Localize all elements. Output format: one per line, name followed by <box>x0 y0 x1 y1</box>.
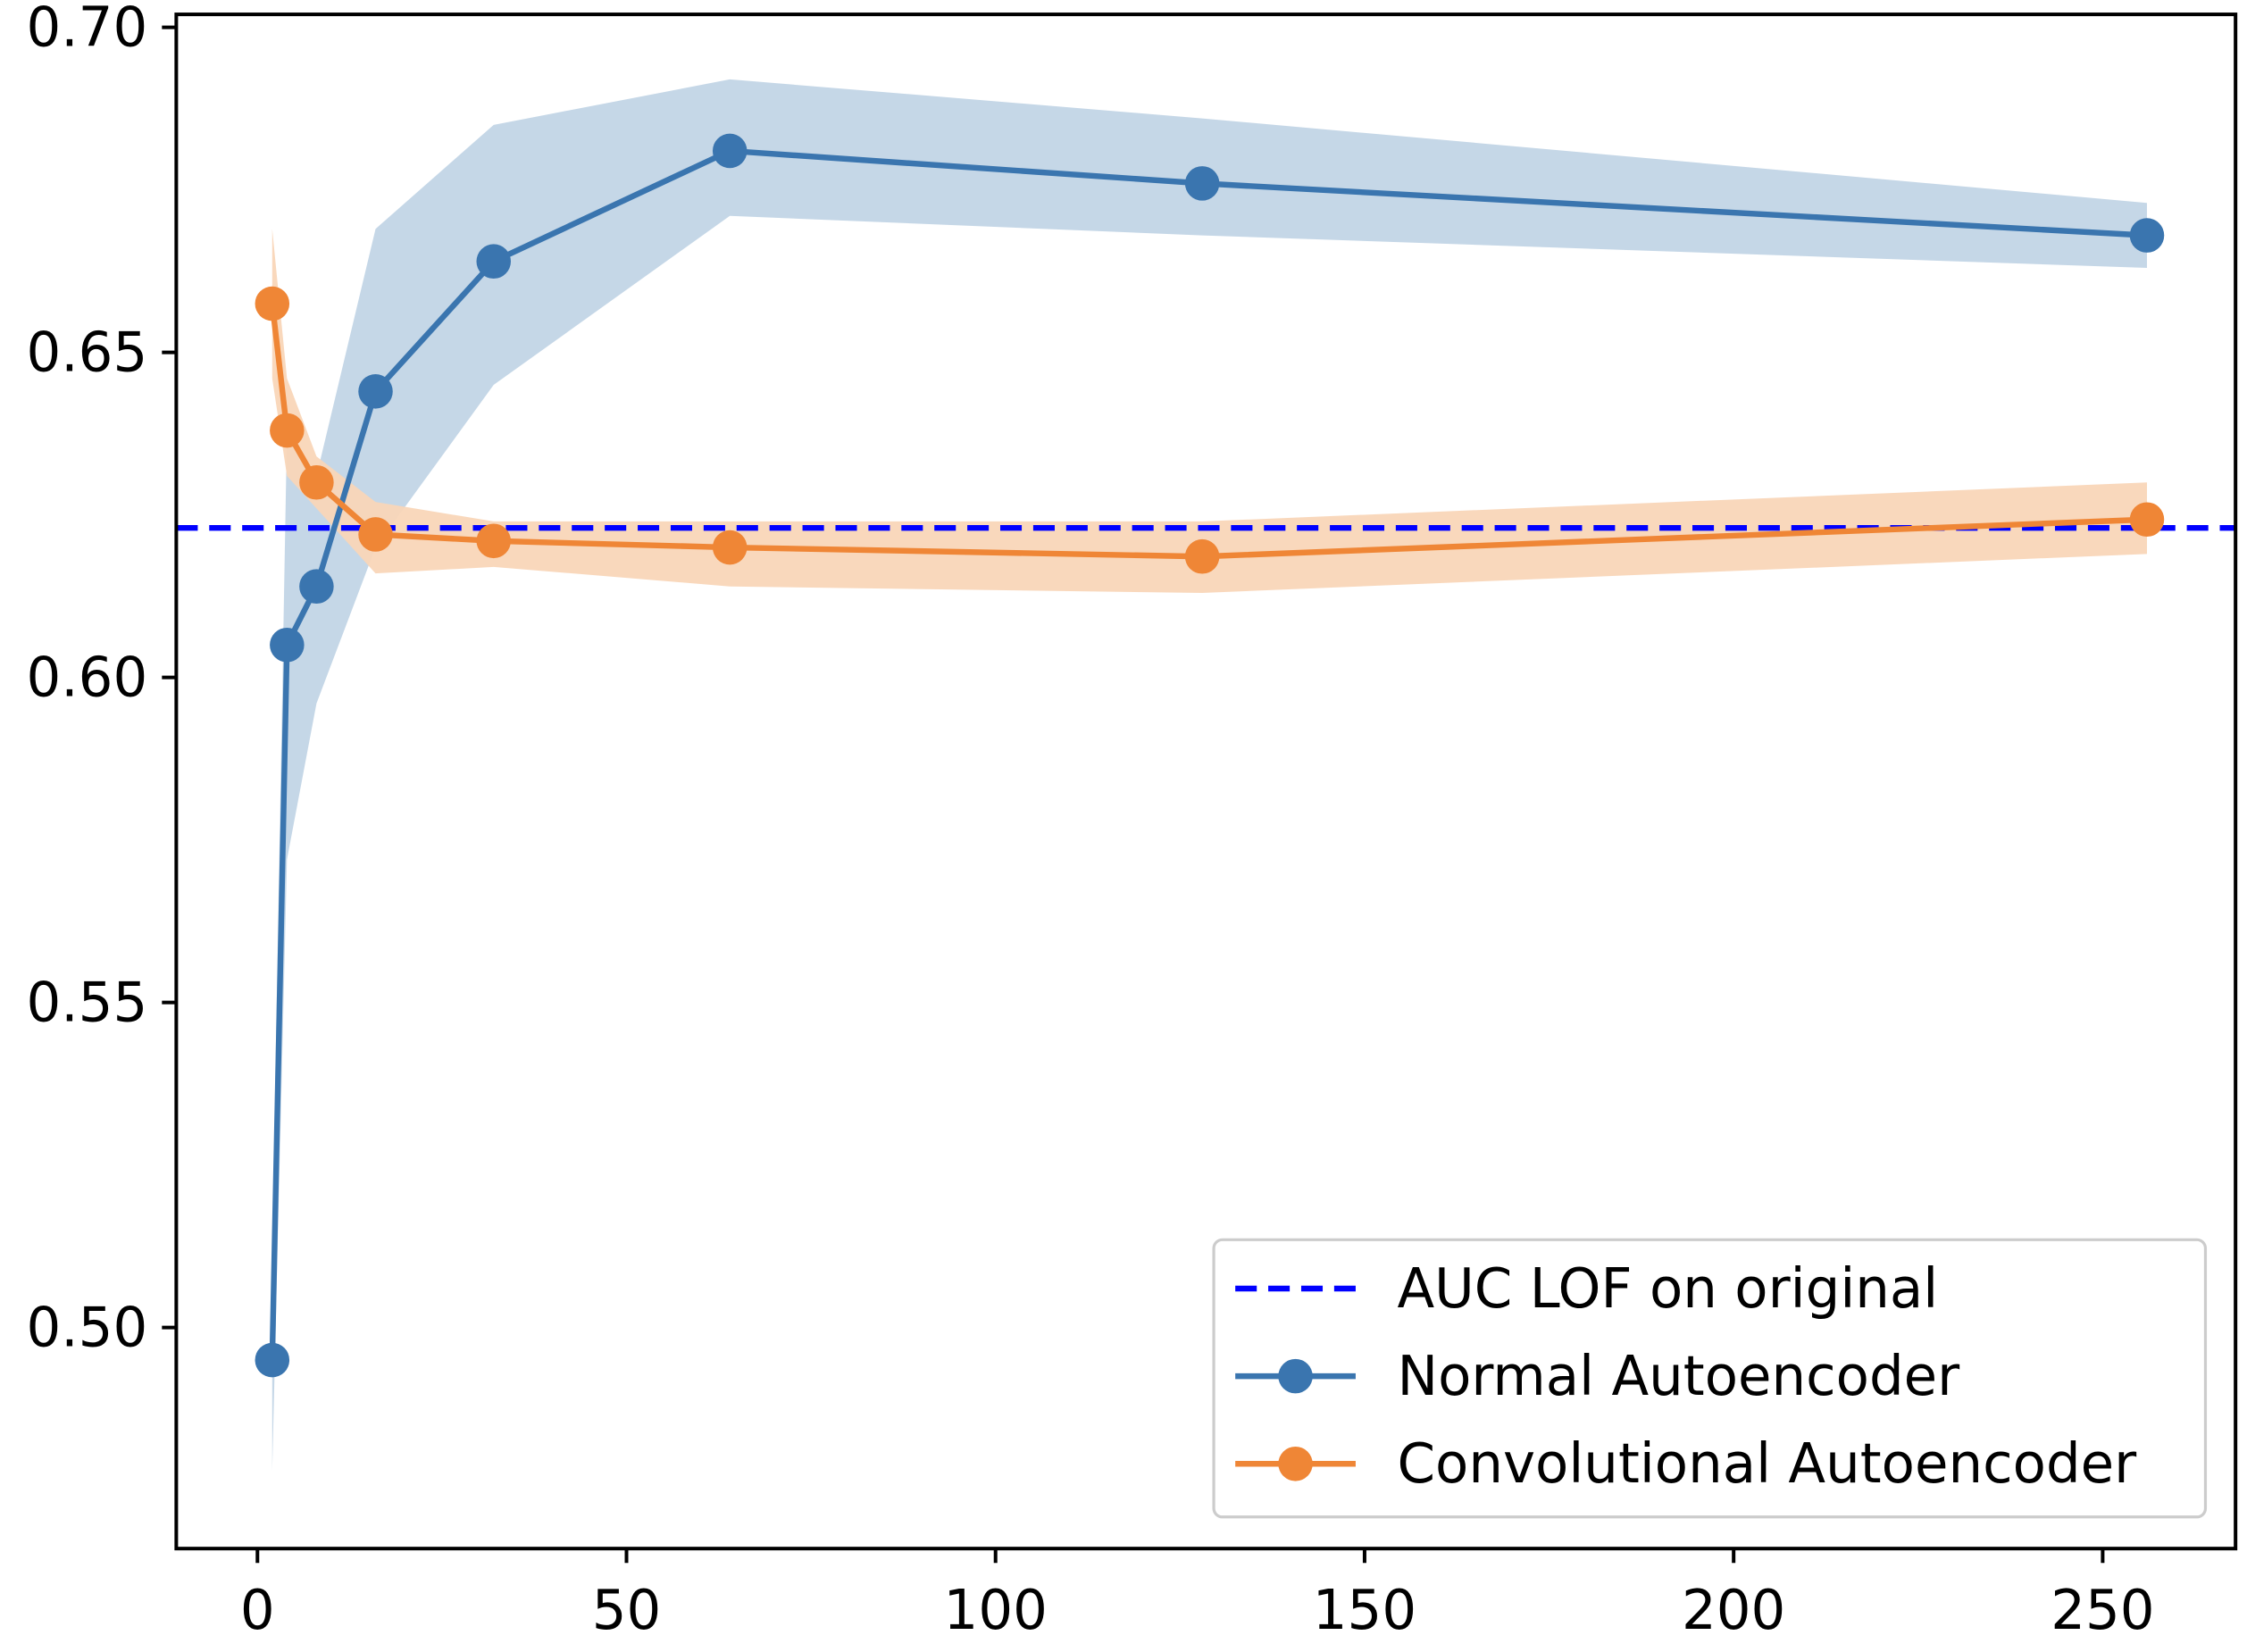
legend-label-lof: AUC LOF on original <box>1397 1257 1938 1321</box>
data-point-1-0 <box>255 286 290 321</box>
x-tick-label: 50 <box>592 1579 662 1642</box>
y-tick-label: 0.60 <box>27 646 148 709</box>
data-point-1-4 <box>476 523 511 559</box>
data-point-1-1 <box>270 413 305 448</box>
data-point-1-5 <box>712 530 748 565</box>
y-tick-label: 0.50 <box>27 1296 148 1359</box>
legend-box <box>1212 1238 2208 1519</box>
band-1 <box>271 229 2147 594</box>
data-point-0-4 <box>476 244 511 280</box>
data-point-0-3 <box>358 374 393 409</box>
x-tick-label: 200 <box>1682 1579 1785 1642</box>
data-point-0-7 <box>2129 218 2165 253</box>
data-point-0-6 <box>1184 166 1220 201</box>
x-tick-label: 250 <box>2051 1579 2154 1642</box>
y-axis: 0.50 0.55 0.60 0.65 0.70 <box>27 0 177 1360</box>
confidence-bands <box>271 79 2147 1471</box>
x-axis: 0 50 100 150 200 250 <box>240 1548 2155 1642</box>
data-point-1-7 <box>2129 502 2165 538</box>
legend-label-normal: Normal Autoencoder <box>1397 1345 1960 1408</box>
legend-dot-conv <box>1278 1446 1313 1481</box>
data-point-0-0 <box>255 1342 290 1378</box>
x-tick-label: 0 <box>240 1579 275 1642</box>
legend: AUC LOF on original Normal Autoencoder C… <box>1212 1238 2208 1519</box>
y-tick-label: 0.65 <box>27 321 148 384</box>
x-tick-label: 100 <box>944 1579 1048 1642</box>
plot-frame <box>174 13 2238 1551</box>
series-lines <box>176 133 2236 1378</box>
y-tick-label: 0.70 <box>27 0 148 60</box>
legend-label-conv: Convolutional Autoencoder <box>1397 1432 2137 1496</box>
data-point-0-2 <box>299 569 334 605</box>
data-point-0-5 <box>712 133 748 169</box>
data-point-1-3 <box>358 517 393 552</box>
data-point-1-6 <box>1184 538 1220 574</box>
data-point-1-2 <box>299 464 334 500</box>
data-point-0-1 <box>270 627 305 663</box>
band-0 <box>271 79 2147 1471</box>
y-tick-label: 0.55 <box>27 971 148 1034</box>
x-tick-label: 150 <box>1313 1579 1416 1642</box>
legend-dot-normal <box>1278 1358 1313 1394</box>
